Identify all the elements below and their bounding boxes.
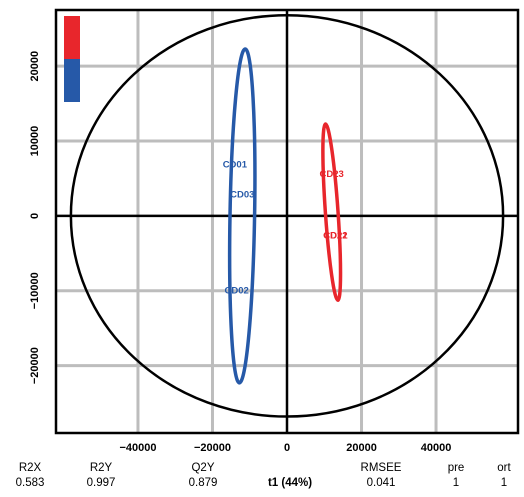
x-tick-label: 20000 [346,442,377,454]
point-label-cd21: CD21 [323,231,348,242]
x-tick-label: −20000 [194,442,231,454]
ort-value: 1 [500,477,508,489]
y-tick-label: 0 [29,213,41,219]
q2y-value: 0.879 [188,477,218,489]
y-axis-ticks: −20000 −10000 0 10000 20000 [29,51,41,384]
legend-label-cd2: CD2 [80,32,95,41]
reference-ellipse [69,13,505,418]
legend: CD2 CD0 [64,16,95,102]
rmsee-label: RMSEE [360,462,402,474]
pre-label: pre [447,462,465,474]
ort-label: ort [497,462,511,474]
r2x-label: R2X [18,462,42,474]
group-ellipse-cd0 [227,47,257,385]
legend-label-cd0: CD0 [80,75,95,84]
model-statistics: R2X 0.583 R2Y 0.997 Q2Y 0.879 t1 (44%) R… [0,462,524,496]
y-tick-label: 20000 [29,51,41,82]
r2y-value: 0.997 [86,477,116,489]
point-label-cd01: CD01 [223,159,248,170]
plot-frame [54,8,520,435]
pre-value: 1 [452,477,460,489]
x-axis-ticks: −40000 −20000 0 20000 40000 [119,442,451,454]
x-tick-label: 0 [284,442,290,454]
legend-swatch-cd2 [64,16,80,59]
point-label-cd03: CD03 [230,189,254,200]
hotelling-ellipse [69,13,505,418]
group-ellipses [227,47,343,385]
point-label-cd02: CD02 [225,285,249,296]
x-axis-label: t1 (44%) [267,477,313,489]
point-label-cd23: CD23 [320,169,344,180]
legend-swatch-cd0 [64,59,80,102]
x-tick-label: −40000 [119,442,156,454]
y-tick-label: 10000 [29,126,41,157]
r2y-label: R2Y [89,462,113,474]
rmsee-value: 0.041 [366,477,396,489]
y-tick-label: −10000 [29,272,41,309]
group-ellipse-cd2 [321,122,343,303]
x-tick-label: 40000 [421,442,452,454]
point-label-cd22: CD22 [323,231,347,242]
r2x-value: 0.583 [15,477,45,489]
q2y-label: Q2Y [191,462,215,474]
zero-axes [56,10,518,433]
y-tick-label: −20000 [29,347,41,384]
